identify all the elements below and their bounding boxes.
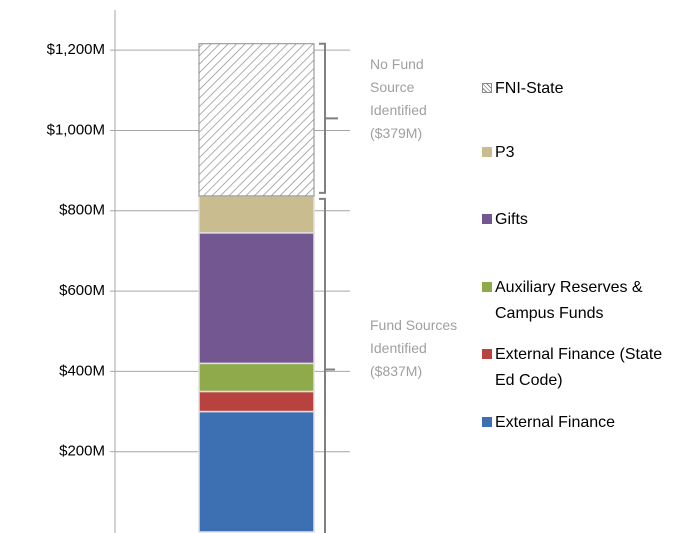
bracket <box>319 42 338 194</box>
annotation: Fund Sources Identified ($837M) <box>370 316 458 379</box>
legend-item: P3 <box>482 140 682 166</box>
legend-label: FNI-State <box>495 80 564 97</box>
legend-item: External Finance (State Ed Code) <box>482 342 682 394</box>
legend-label: External Finance <box>495 414 616 431</box>
annotation: No Fund Source Identified ($379M) <box>370 55 427 141</box>
y-tick-label: $1,000M <box>47 121 105 138</box>
y-tick-label: $400M <box>59 362 105 379</box>
legend-label: External Finance (State Ed Code) <box>495 346 663 389</box>
legend-item: Gifts <box>482 207 682 233</box>
bar-segment <box>198 43 315 197</box>
y-tick-label: $200M <box>59 443 105 460</box>
y-tick-label: $1,200M <box>47 41 105 58</box>
bar-segment <box>198 390 315 413</box>
legend-item: Auxiliary Reserves & Campus Funds <box>482 275 682 327</box>
bracket <box>319 197 335 533</box>
legend-item: FNI-State <box>482 76 682 102</box>
legend-label: P3 <box>495 144 515 161</box>
legend-swatch <box>482 417 492 427</box>
legend-swatch <box>482 349 492 359</box>
legend-swatch <box>482 83 492 93</box>
legend-swatch <box>482 214 492 224</box>
legend-swatch <box>482 147 492 157</box>
bar-segment <box>198 410 315 533</box>
legend-label: Auxiliary Reserves & Campus Funds <box>495 279 643 322</box>
bar-segment <box>198 232 315 365</box>
legend-label: Gifts <box>495 211 528 228</box>
legend-item: External Finance <box>482 410 682 436</box>
y-tick-label: $800M <box>59 202 105 219</box>
bar-segment <box>198 362 315 393</box>
bar-segment <box>198 195 315 234</box>
y-tick-label: $600M <box>59 282 105 299</box>
legend-swatch <box>482 282 492 292</box>
